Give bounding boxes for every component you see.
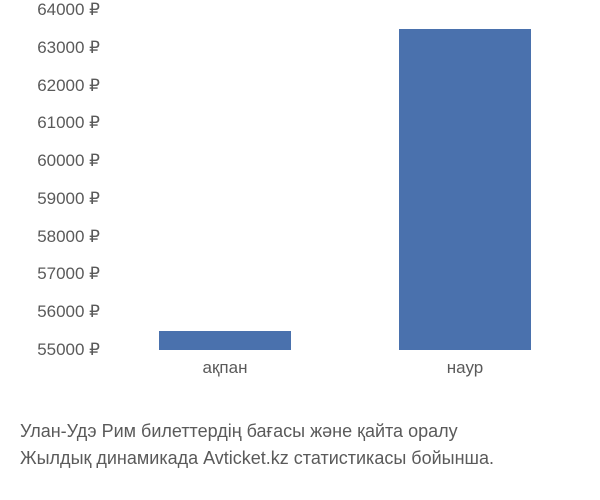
caption-line-1: Улан-Удэ Рим билеттердің бағасы және қай… — [20, 418, 580, 445]
y-tick-label: 62000 ₽ — [10, 76, 100, 96]
y-tick-label: 63000 ₽ — [10, 38, 100, 58]
y-axis: 55000 ₽56000 ₽57000 ₽58000 ₽59000 ₽60000… — [10, 10, 100, 350]
y-tick-label: 57000 ₽ — [10, 264, 100, 284]
bar — [159, 331, 291, 350]
y-tick-label: 61000 ₽ — [10, 113, 100, 133]
x-tick-label: ақпан — [203, 358, 248, 378]
plot-area — [105, 10, 585, 350]
y-tick-label: 55000 ₽ — [10, 340, 100, 360]
y-tick-label: 60000 ₽ — [10, 151, 100, 171]
y-tick-label: 56000 ₽ — [10, 302, 100, 322]
x-axis: ақпан наур — [105, 358, 585, 388]
caption-line-2: Жылдық динамикада Avticket.kz статистика… — [20, 445, 580, 472]
y-tick-label: 58000 ₽ — [10, 227, 100, 247]
y-tick-label: 59000 ₽ — [10, 189, 100, 209]
bar — [399, 29, 531, 350]
y-tick-label: 64000 ₽ — [10, 0, 100, 20]
chart-caption: Улан-Удэ Рим билеттердің бағасы және қай… — [20, 418, 580, 472]
price-chart: 55000 ₽ 56000 ₽ 57000 ₽ 58000 ₽ 59000 ₽ 60000… — [10, 10, 590, 390]
x-tick-label: наур — [447, 358, 483, 378]
